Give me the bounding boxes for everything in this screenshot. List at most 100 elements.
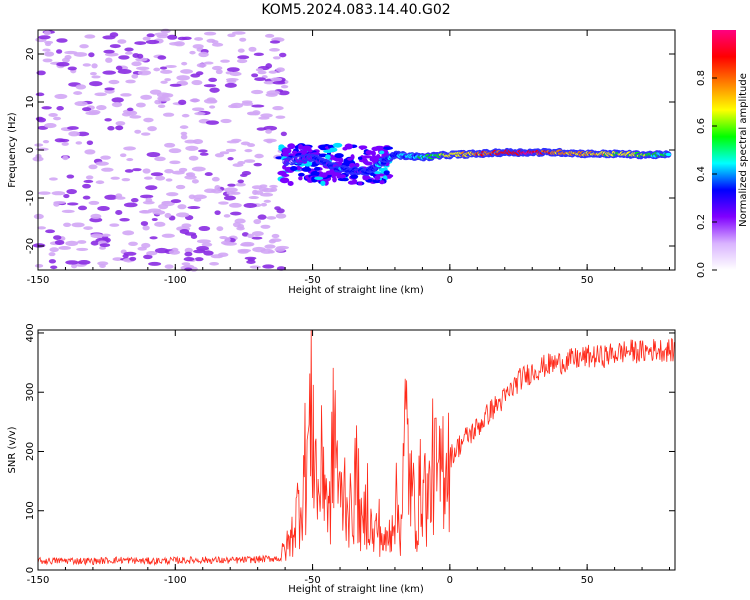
noise-blob (251, 89, 264, 95)
noise-blob (253, 218, 262, 225)
noise-blob (56, 106, 64, 111)
noise-blob (189, 98, 201, 103)
noise-blob (88, 200, 100, 205)
signal-blob (371, 146, 380, 151)
noise-blob (169, 160, 181, 165)
noise-blob (131, 61, 142, 67)
noise-blob (266, 90, 281, 96)
noise-blob (248, 196, 259, 200)
noise-blob (228, 202, 242, 208)
noise-blob (34, 264, 44, 268)
noise-blob (141, 242, 151, 249)
noise-blob (56, 38, 68, 43)
noise-blob (154, 99, 162, 105)
colorbar-tick-label: 0.4 (696, 166, 707, 182)
noise-blob (196, 63, 207, 68)
noise-blob (48, 259, 57, 264)
noise-blob (271, 233, 280, 239)
noise-blob (252, 246, 266, 253)
noise-blob (216, 226, 224, 232)
noise-blob (164, 78, 171, 82)
snr-xlabel: Height of straight line (km) (288, 584, 424, 595)
noise-blob (225, 71, 232, 75)
noise-blob (165, 64, 177, 68)
noise-blob (67, 126, 79, 130)
noise-blob (45, 229, 56, 234)
noise-blob (247, 258, 255, 262)
signal-blob (313, 166, 321, 171)
noise-blob (85, 111, 100, 116)
noise-blob (265, 129, 272, 134)
noise-blob (211, 42, 224, 47)
noise-blob (269, 40, 281, 44)
signal-blob (382, 175, 388, 180)
noise-blob (231, 31, 246, 35)
noise-blob (89, 217, 103, 223)
signal-blob (314, 176, 324, 180)
noise-blob (82, 63, 91, 67)
noise-blob (129, 256, 137, 261)
noise-blob (37, 226, 46, 230)
noise-blob (276, 67, 285, 73)
noise-blob (77, 205, 88, 211)
noise-blob (143, 176, 153, 180)
noise-blob (85, 175, 94, 180)
signal-blob (362, 155, 373, 159)
noise-blob (251, 104, 265, 108)
signal-blob (369, 172, 375, 177)
noise-blob (118, 55, 130, 60)
noise-blob (136, 66, 150, 71)
noise-blob (73, 52, 88, 57)
noise-blob (88, 164, 98, 170)
noise-blob (66, 174, 75, 179)
noise-blob (104, 118, 112, 122)
noise-blob (255, 68, 264, 72)
signal-blob (341, 177, 349, 182)
noise-blob (104, 194, 118, 200)
signal-blob (360, 145, 365, 150)
noise-blob (274, 206, 281, 211)
noise-blob (175, 184, 186, 190)
noise-blob (203, 250, 214, 256)
spectrogram-xtick-label: -50 (304, 275, 320, 286)
noise-blob (184, 139, 197, 144)
noise-blob (83, 226, 93, 230)
noise-blob (52, 116, 62, 121)
snr-xtick-label: -100 (164, 575, 187, 586)
noise-blob (103, 49, 115, 54)
noise-blob (91, 75, 101, 79)
noise-blob (161, 233, 175, 238)
noise-blob (128, 241, 138, 246)
noise-blob (158, 97, 171, 102)
noise-blob (214, 184, 221, 191)
snr-xtick-label: -150 (27, 575, 50, 586)
noise-blob (115, 210, 123, 216)
noise-blob (246, 233, 254, 238)
signal-blob (291, 150, 298, 154)
noise-blob (65, 260, 79, 265)
noise-blob (43, 30, 51, 36)
noise-blob (75, 141, 83, 145)
signal-blob (362, 160, 369, 164)
noise-blob (44, 40, 54, 45)
noise-blob (56, 49, 63, 54)
noise-blob (119, 153, 127, 158)
noise-blob (97, 206, 110, 211)
noise-blob (252, 189, 259, 195)
noise-blob (181, 36, 192, 40)
noise-blob (53, 200, 66, 205)
signal-blob (383, 146, 394, 150)
noise-blob (71, 222, 85, 228)
noise-blob (227, 104, 238, 109)
noise-blob (126, 158, 134, 162)
noise-blob (34, 143, 44, 147)
noise-blob (148, 261, 162, 266)
noise-blob (209, 105, 216, 109)
noise-blob (160, 69, 173, 74)
noise-blob (48, 252, 56, 257)
noise-blob (76, 247, 89, 251)
noise-blob (164, 168, 174, 174)
noise-blob (82, 183, 91, 189)
noise-blob (244, 149, 253, 153)
noise-blob (145, 39, 160, 45)
